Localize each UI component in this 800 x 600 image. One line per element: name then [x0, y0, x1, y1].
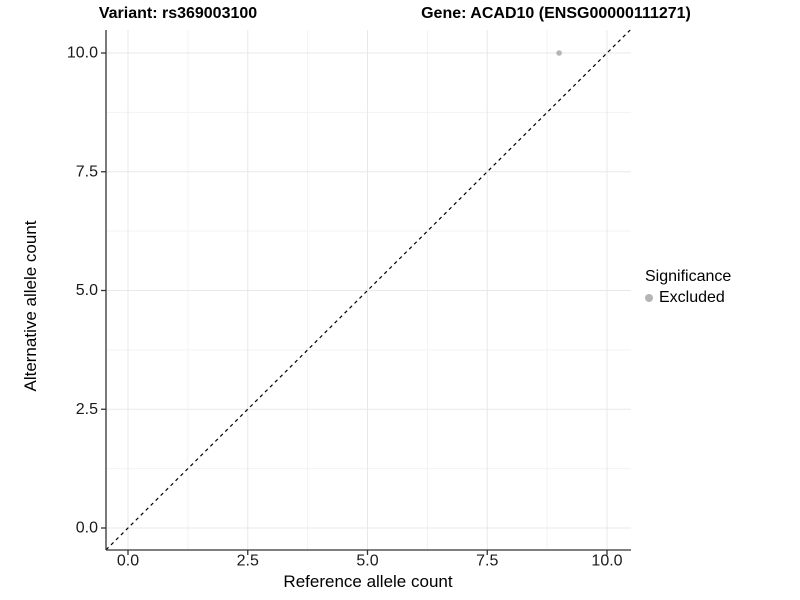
x-tick-label: 2.5	[237, 553, 259, 570]
y-tick-label: 0.0	[76, 520, 98, 537]
legend-item-label: Excluded	[659, 289, 725, 306]
x-tick-label: 0.0	[117, 553, 139, 570]
y-tick-label: 5.0	[76, 282, 98, 299]
legend-point-icon	[645, 294, 653, 302]
legend-title: Significance	[645, 268, 732, 285]
x-tick-label: 7.5	[476, 553, 498, 570]
x-tick-label: 5.0	[356, 553, 378, 570]
data-point	[556, 50, 562, 56]
y-tick-label: 10.0	[67, 45, 98, 62]
y-axis-label: Alternative allele count	[21, 220, 40, 392]
x-axis-label: Reference allele count	[283, 572, 453, 591]
y-tick-label: 7.5	[76, 163, 98, 180]
variant-title: Variant: rs369003100	[98, 5, 258, 22]
identity-reference-line	[105, 29, 631, 551]
gene-title: Gene: ACAD10 (ENSG00000111271)	[421, 5, 691, 22]
legend: Significance Excluded	[645, 268, 731, 307]
legend-item-excluded: Excluded	[645, 289, 731, 307]
x-tick-label: 10.0	[591, 553, 622, 570]
y-tick-label: 2.5	[76, 401, 98, 418]
